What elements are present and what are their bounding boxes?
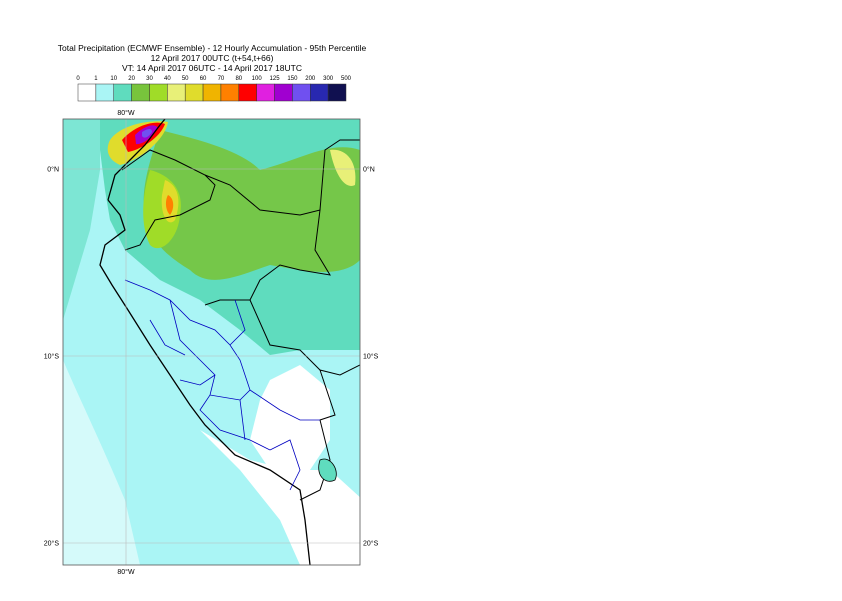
lat-label: 10°S: [363, 353, 379, 361]
map-frame: [62, 118, 361, 566]
lat-label: 10°S: [44, 353, 60, 361]
colorbar-label: 80: [235, 76, 242, 82]
lat-label: 0°N: [363, 166, 375, 174]
lat-label: 0°N: [47, 166, 59, 174]
lon-label: 80°W: [117, 568, 135, 576]
lat-label: 20°S: [44, 540, 60, 548]
colorbar-label: 200: [305, 76, 316, 82]
colorbar-box: [131, 83, 150, 102]
colorbar-label: 50: [182, 76, 189, 82]
colorbar-box: [184, 83, 204, 102]
colorbar-box: [220, 83, 240, 102]
colorbar-label: 300: [323, 76, 334, 82]
lat-labels: 0°N 0°N 10°S 10°S 20°S 20°S: [44, 166, 379, 548]
map: [63, 119, 360, 565]
colorbar-box: [202, 83, 222, 102]
colorbar-label: 1: [94, 76, 98, 82]
colorbar-box: [77, 83, 97, 102]
colorbar-label: 60: [200, 76, 207, 82]
colorbar-label: 10: [110, 76, 117, 82]
valid-time: VT: 14 April 2017 06UTC - 14 April 2017 …: [122, 63, 302, 73]
colorbar-box: [274, 83, 293, 102]
colorbar-box: [310, 83, 329, 102]
run-time: 12 April 2017 00UTC (t+54,t+66): [151, 53, 274, 63]
colorbar-label: 100: [252, 76, 263, 82]
colorbar-box: [113, 83, 132, 102]
colorbar-label: 30: [146, 76, 153, 82]
title: Total Precipitation (ECMWF Ensemble) - 1…: [58, 43, 367, 53]
colorbar-box: [292, 83, 311, 102]
colorbar: 0 1 10 20 30 40 50 60 70 80 100 125 150 200 300 500: [76, 76, 352, 102]
colorbar-box: [327, 83, 347, 102]
lat-label: 20°S: [363, 540, 379, 548]
colorbar-box: [238, 83, 257, 102]
colorbar-label: 20: [128, 76, 135, 82]
colorbar-box: [149, 83, 168, 102]
colorbar-label: 150: [287, 76, 298, 82]
colorbar-label: 70: [218, 76, 225, 82]
colorbar-label: 125: [270, 76, 281, 82]
colorbar-label: 500: [341, 76, 352, 82]
colorbar-box: [95, 83, 114, 102]
lon-label: 80°W: [117, 109, 135, 117]
colorbar-label: 0: [76, 76, 80, 82]
colorbar-box: [256, 83, 275, 102]
colorbar-box: [167, 83, 186, 102]
colorbar-label: 40: [164, 76, 171, 82]
